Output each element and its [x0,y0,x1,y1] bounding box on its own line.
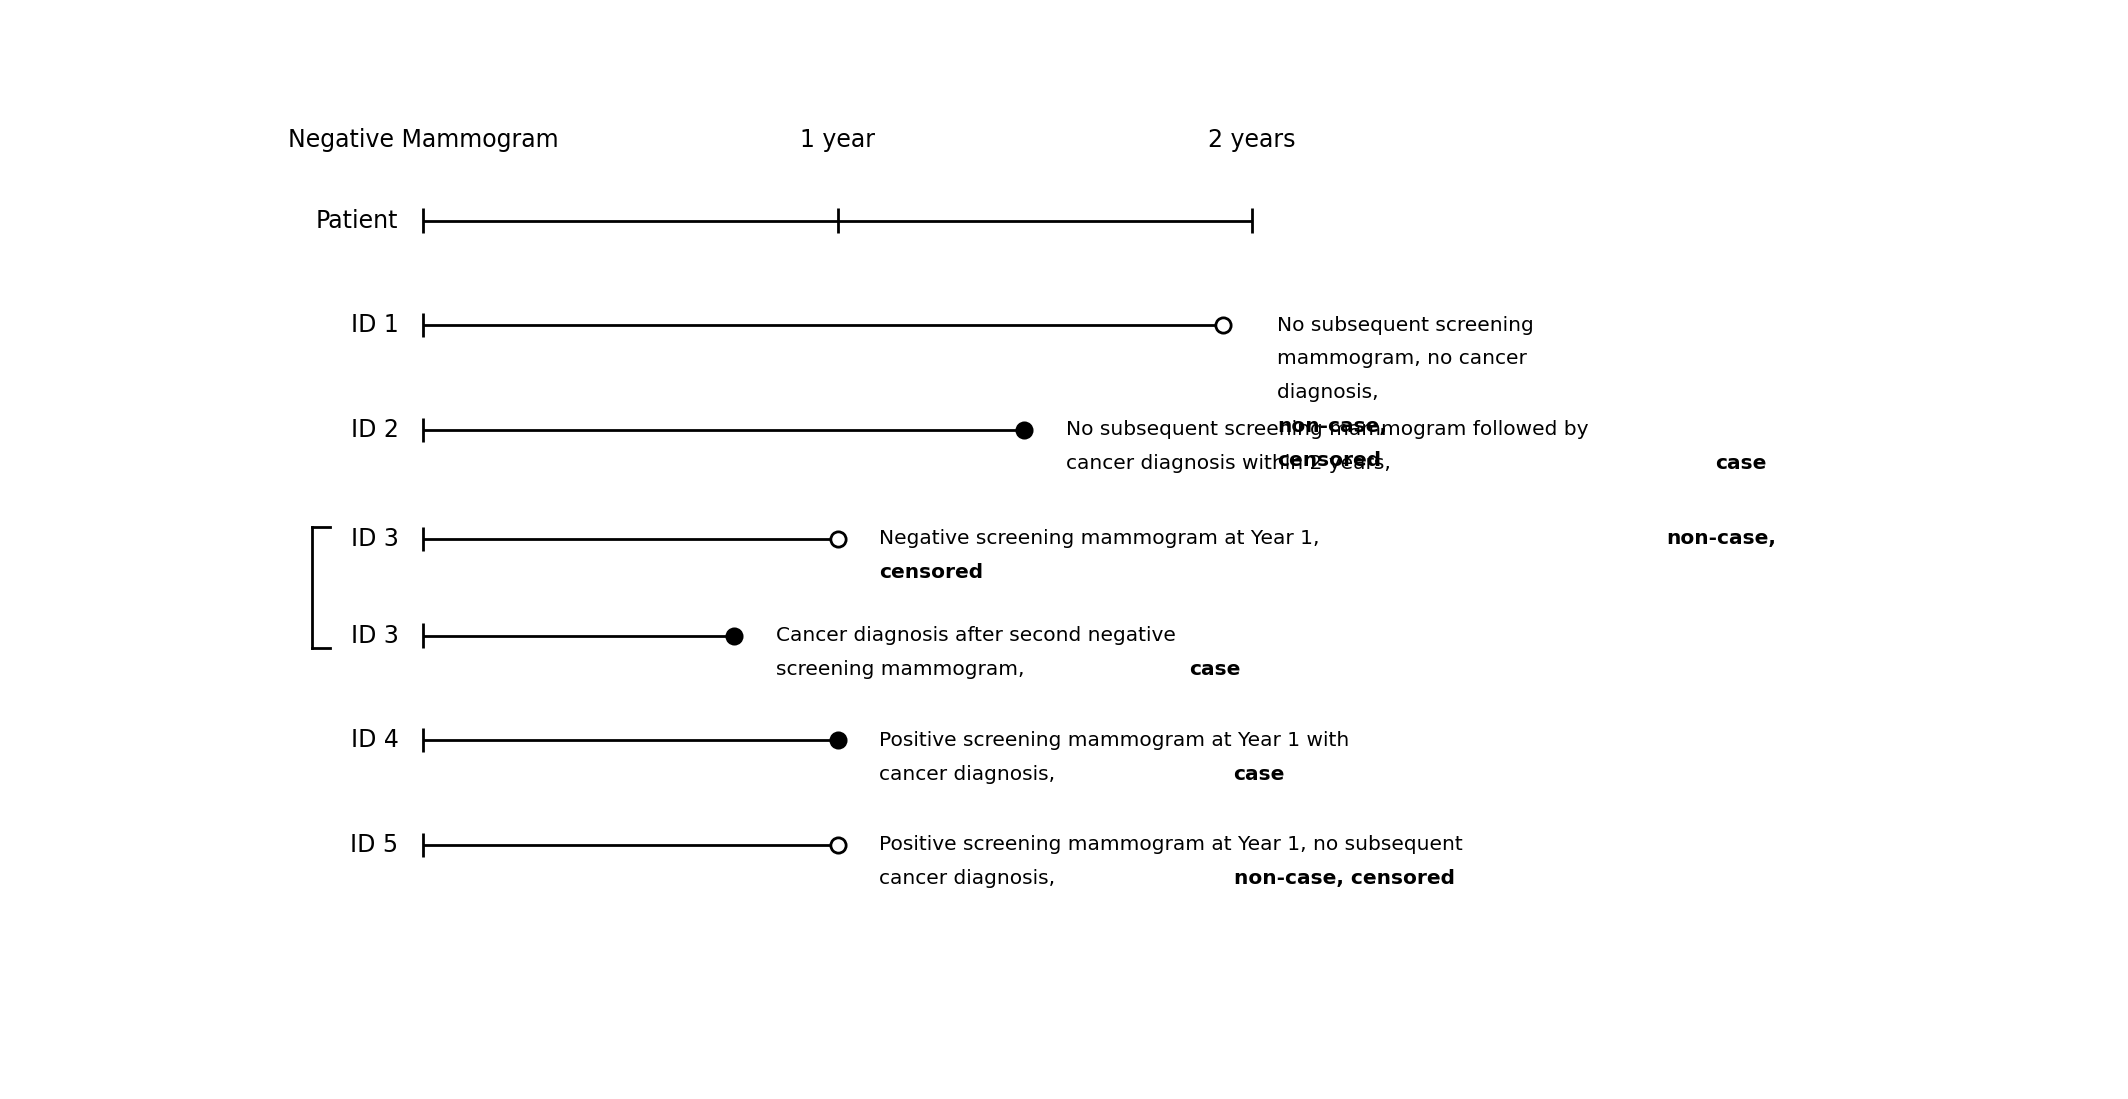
Text: cancer diagnosis within 2 years,: cancer diagnosis within 2 years, [1066,454,1396,474]
Text: 2 years: 2 years [1209,127,1296,152]
Text: Patient: Patient [317,209,398,233]
Text: ID 5: ID 5 [351,833,398,857]
Text: No subsequent screening mammogram followed by: No subsequent screening mammogram follow… [1066,421,1587,440]
Text: censored: censored [879,563,983,582]
Text: cancer diagnosis,: cancer diagnosis, [879,765,1062,784]
Text: Positive screening mammogram at Year 1, no subsequent: Positive screening mammogram at Year 1, … [879,835,1464,854]
Text: Negative screening mammogram at Year 1,: Negative screening mammogram at Year 1, [879,530,1326,548]
Text: non-case,: non-case, [1277,418,1387,436]
Text: 1 year: 1 year [800,127,875,152]
Text: diagnosis,: diagnosis, [1277,384,1385,402]
Text: non-case, censored: non-case, censored [1234,869,1456,888]
Text: ID 4: ID 4 [351,729,398,753]
Text: Negative Mammogram: Negative Mammogram [287,127,560,152]
Text: censored: censored [1277,451,1381,470]
Text: screening mammogram,: screening mammogram, [777,659,1030,679]
Text: No subsequent screening: No subsequent screening [1277,315,1534,334]
Text: ID 3: ID 3 [351,526,398,551]
Text: ID 1: ID 1 [351,313,398,337]
Text: case: case [1234,765,1285,784]
Text: ID 3: ID 3 [351,623,398,647]
Text: Cancer diagnosis after second negative: Cancer diagnosis after second negative [777,626,1175,645]
Text: ID 2: ID 2 [351,418,398,442]
Text: cancer diagnosis,: cancer diagnosis, [879,869,1062,888]
Text: case: case [1190,659,1241,679]
Text: case: case [1715,454,1766,474]
Text: mammogram, no cancer: mammogram, no cancer [1277,349,1528,368]
Text: Positive screening mammogram at Year 1 with: Positive screening mammogram at Year 1 w… [879,731,1349,750]
Text: non-case,: non-case, [1666,530,1777,548]
